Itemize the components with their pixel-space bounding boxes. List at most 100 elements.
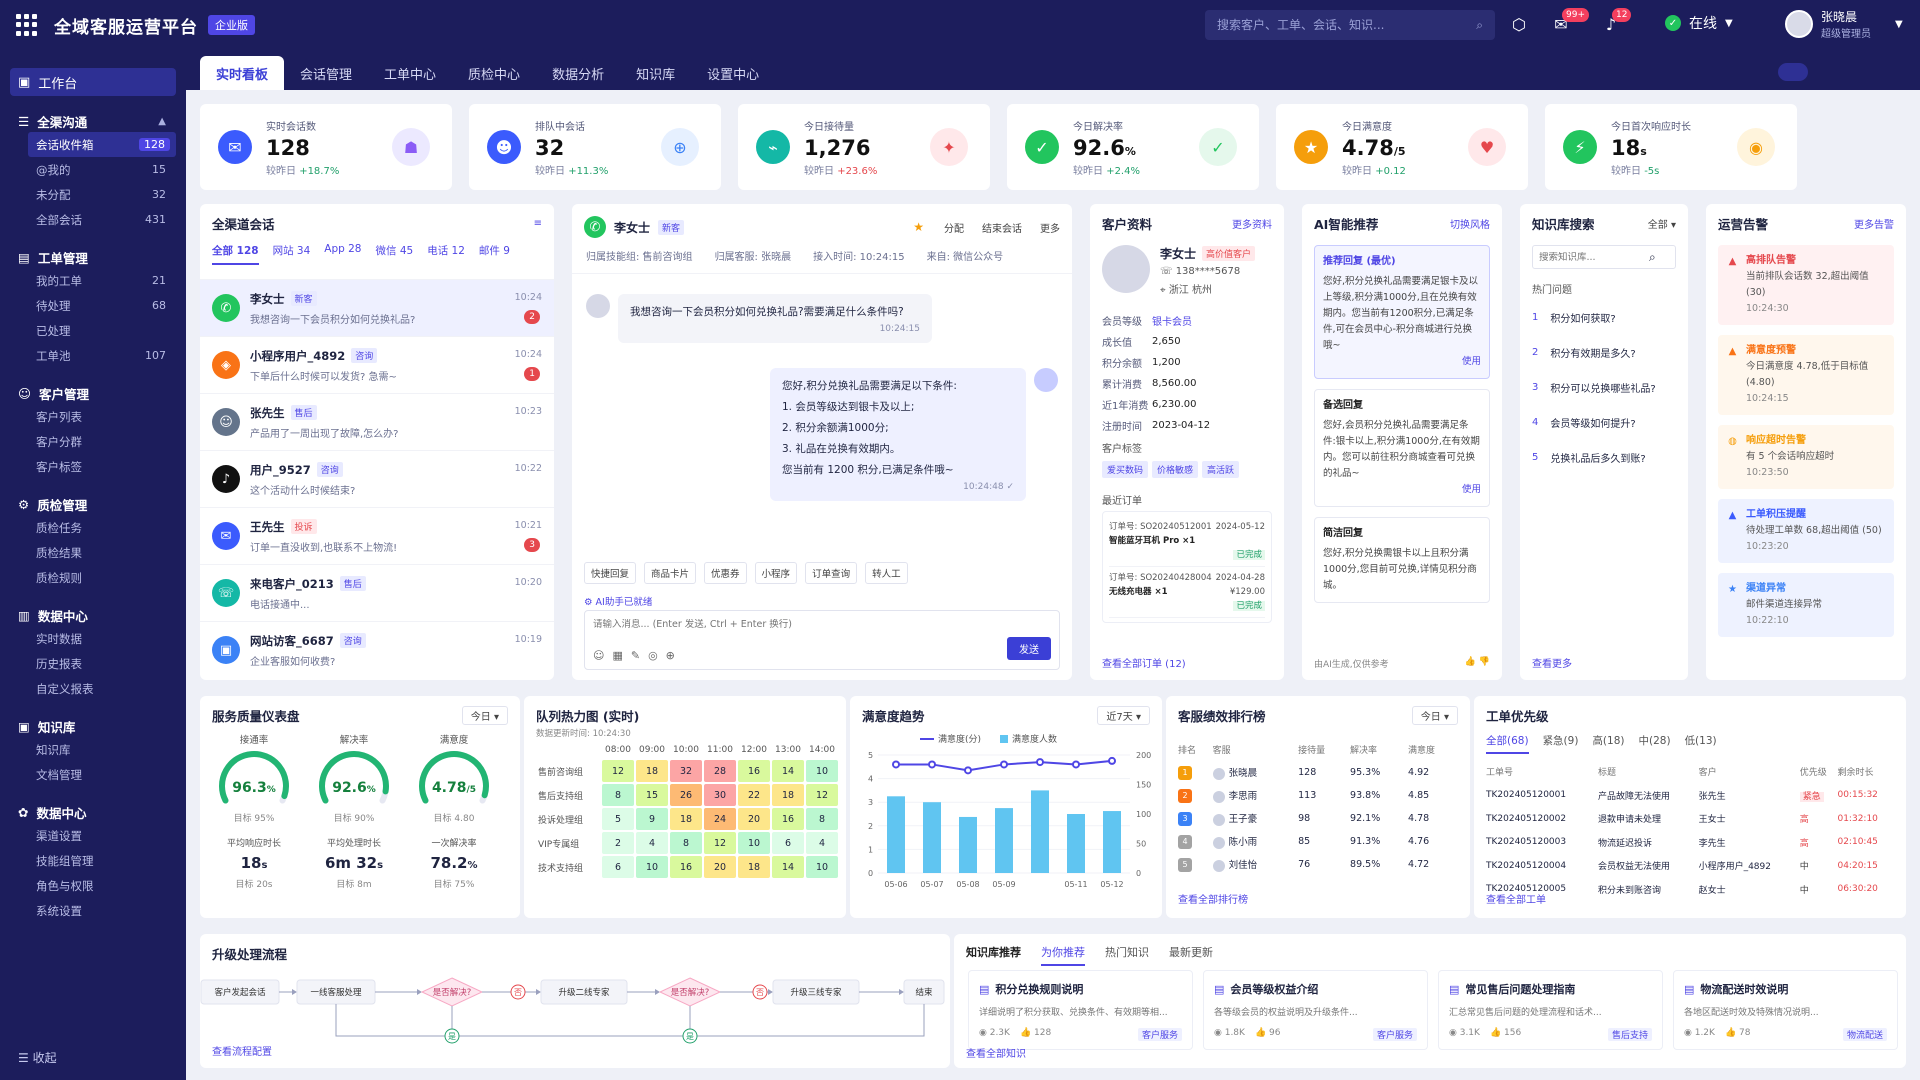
heatmap-cell[interactable]: 12: [704, 832, 736, 854]
kb-all-link[interactable]: 查看全部知识: [966, 1049, 1026, 1060]
kpi-card[interactable]: ⚡ 今日首次响应时长 18s 较昨日 -5s ◉: [1545, 104, 1797, 190]
all-orders-link[interactable]: 查看全部订单 (12): [1102, 659, 1186, 670]
star-icon[interactable]: ★: [913, 220, 924, 234]
thumb-icons[interactable]: 👍 👎: [1464, 657, 1490, 667]
conversation-row[interactable]: ▣ 网站访客_6687 咨询 企业客服如何收费? 10:19: [200, 621, 554, 678]
tab[interactable]: 工单中心: [384, 67, 437, 83]
heatmap-cell[interactable]: 18: [738, 856, 770, 878]
hot-question[interactable]: 1 积分如何获取?: [1520, 300, 1688, 335]
channel-filter[interactable]: App 28: [324, 243, 362, 255]
kb-card[interactable]: ▤ 物流配送时效说明 各地区配送时效及特殊情况说明... ◉ 1.2K 👍 78 物流…: [1673, 970, 1898, 1050]
channel-filter[interactable]: 微信 45: [375, 245, 414, 257]
use-button[interactable]: 使用: [1461, 484, 1481, 495]
sidebar-item[interactable]: 知识库: [0, 737, 186, 762]
tab[interactable]: 设置中心: [707, 67, 760, 83]
heatmap-cell[interactable]: 26: [670, 784, 702, 806]
end-chat-button[interactable]: 结束会话: [982, 223, 1022, 235]
kb-card[interactable]: ▤ 积分兑换规则说明 详细说明了积分获取、兑换条件、有效期等相... ◉ 2.3K…: [968, 970, 1193, 1050]
shield-icon[interactable]: ⬡: [1512, 15, 1526, 34]
conversation-row[interactable]: ◈ 小程序用户_4892 咨询 下单后什么时候可以发货? 急需~ 10:24 1: [200, 336, 554, 393]
bell-icon[interactable]: ♪ 12: [1600, 8, 1632, 36]
conversation-row[interactable]: ☏ 来电客户_0213 售后 电话接通中... 10:20: [200, 564, 554, 621]
toggle-switch[interactable]: [1778, 63, 1808, 81]
search-input[interactable]: [1217, 18, 1477, 32]
quick-action-button[interactable]: 商品卡片: [644, 562, 697, 584]
channel-filter[interactable]: 全部 128: [212, 243, 259, 265]
ticket-row[interactable]: TK202405120005 积分未到账咨询 赵女士 中 06:30:20: [1486, 878, 1894, 902]
kb-card[interactable]: ▤ 常见售后问题处理指南 汇总常见售后问题的处理流程和话术... ◉ 3.1K 👍 …: [1438, 970, 1663, 1050]
tab[interactable]: 质检中心: [468, 67, 521, 83]
kb-card[interactable]: ▤ 会员等级权益介绍 各等级会员的权益说明及升级条件... ◉ 1.8K 👍 96 客…: [1203, 970, 1428, 1050]
ranking-row[interactable]: 5 刘佳怡 76 89.5% 4.72: [1178, 853, 1460, 876]
conversation-row[interactable]: ✆ 李女士 新客 我想咨询一下会员积分如何兑换礼品? 10:24 2: [200, 279, 554, 336]
heatmap-cell[interactable]: 8: [602, 784, 634, 806]
sidebar-item[interactable]: 客户分群: [0, 429, 186, 454]
heatmap-cell[interactable]: 16: [670, 856, 702, 878]
kb-filter[interactable]: 全部 ▾: [1647, 220, 1676, 231]
trend-point[interactable]: [964, 766, 972, 775]
channel-filter[interactable]: 电话 12: [427, 245, 465, 257]
trend-point[interactable]: [1108, 756, 1116, 765]
sidebar-group-header[interactable]: ☰ 全渠沟通 ▲: [0, 110, 186, 132]
conversation-row[interactable]: ☺ 张先生 售后 产品用了一周出现了故障,怎么办? 10:23: [200, 393, 554, 450]
send-button[interactable]: 发送: [1007, 637, 1051, 660]
tab[interactable]: 实时看板: [200, 56, 285, 90]
sidebar-item[interactable]: 客户标签: [0, 454, 186, 479]
quick-action-button[interactable]: 小程序: [754, 562, 798, 584]
search-icon[interactable]: ⌕: [1476, 17, 1483, 32]
trend-filter[interactable]: 近7天 ▾: [1097, 706, 1150, 725]
heatmap-cell[interactable]: 12: [806, 784, 838, 806]
sidebar-item[interactable]: @我的 15: [0, 157, 186, 182]
quick-action-button[interactable]: 转人工: [865, 562, 908, 584]
heatmap-cell[interactable]: 10: [806, 856, 838, 878]
sidebar-item[interactable]: 技能组管理: [0, 848, 186, 873]
user-menu[interactable]: 张晓晨 超级管理员 ▼: [1785, 8, 1903, 40]
order-item[interactable]: 订单号: SO20240512001 2024-05-12 智能蓝牙耳机 Pro …: [1109, 516, 1265, 567]
heatmap-cell[interactable]: 18: [636, 760, 668, 782]
heatmap-cell[interactable]: 18: [772, 784, 804, 806]
sidebar-group-header[interactable]: ▣ 知识库: [0, 715, 186, 737]
ticket-row[interactable]: TK202405120001 产品故障无法使用 张先生 紧急 00:15:32: [1486, 784, 1894, 808]
trend-point[interactable]: [1036, 758, 1044, 767]
kb-search-input[interactable]: [1539, 251, 1649, 263]
heatmap-cell[interactable]: 8: [670, 832, 702, 854]
ranking-row[interactable]: 2 李思雨 113 93.8% 4.85: [1178, 784, 1460, 807]
ranking-row[interactable]: 1 张晓晨 128 95.3% 4.92: [1178, 761, 1460, 784]
quality-filter[interactable]: 今日 ▾: [461, 706, 508, 725]
heatmap-cell[interactable]: 16: [772, 808, 804, 830]
heatmap-cell[interactable]: 15: [636, 784, 668, 806]
sidebar-item[interactable]: 历史报表: [0, 651, 186, 676]
ai-suggestion-card[interactable]: 简洁回复 您好,积分兑换需银卡以上且积分满1000分,您目前可兑换,详情见积分商…: [1314, 517, 1490, 603]
quick-action-button[interactable]: 快捷回复: [584, 562, 637, 584]
heatmap-cell[interactable]: 20: [738, 808, 770, 830]
channel-filter[interactable]: 网站 34: [272, 245, 311, 257]
message-input[interactable]: [593, 619, 1033, 630]
filter-icon[interactable]: ≡: [533, 218, 542, 229]
kb-tab[interactable]: 最新更新: [1169, 946, 1213, 959]
heatmap-cell[interactable]: 12: [602, 760, 634, 782]
kpi-card[interactable]: ✉ 实时会话数 128 较昨日 +18.7% ☗: [200, 104, 452, 190]
ranking-row[interactable]: 4 陈小雨 85 91.3% 4.76: [1178, 830, 1460, 853]
sidebar-item[interactable]: 会话收件箱 128: [28, 132, 176, 157]
heatmap-cell[interactable]: 18: [670, 808, 702, 830]
search-icon[interactable]: ⌕: [1649, 249, 1656, 264]
sidebar-item[interactable]: 自定义报表: [0, 676, 186, 701]
trend-point[interactable]: [1072, 760, 1080, 769]
sidebar-group-header[interactable]: ▤ 工单管理: [0, 246, 186, 268]
heatmap-cell[interactable]: 14: [772, 760, 804, 782]
kb-tab[interactable]: 为你推荐: [1041, 944, 1085, 966]
heatmap-cell[interactable]: 4: [636, 832, 668, 854]
ai-suggestion-card[interactable]: 备选回复 您好,会员积分兑换礼品需要满足条件:银卡以上,积分满1000分,在有效…: [1314, 389, 1490, 507]
ticket-row[interactable]: TK202405120002 退款申请未处理 王女士 高 01:32:10: [1486, 807, 1894, 831]
heatmap-cell[interactable]: 2: [602, 832, 634, 854]
heatmap-cell[interactable]: 20: [704, 856, 736, 878]
heatmap-cell[interactable]: 10: [738, 832, 770, 854]
more-link[interactable]: 更多资料: [1232, 220, 1272, 231]
trend-point[interactable]: [1000, 760, 1008, 769]
sidebar-item[interactable]: 文档管理: [0, 762, 186, 787]
ranking-row[interactable]: 3 王子豪 98 92.1% 4.78: [1178, 807, 1460, 830]
trend-bar[interactable]: [1067, 814, 1085, 873]
conversation-row[interactable]: ✉ 王先生 投诉 订单一直没收到,也联系不上物流! 10:21 3: [200, 507, 554, 564]
sidebar-group-header[interactable]: ▥ 数据中心: [0, 604, 186, 626]
alert-item[interactable]: ▲ 高排队告警 当前排队会话数 32,超出阈值 (30) 10:24:30: [1718, 245, 1894, 325]
